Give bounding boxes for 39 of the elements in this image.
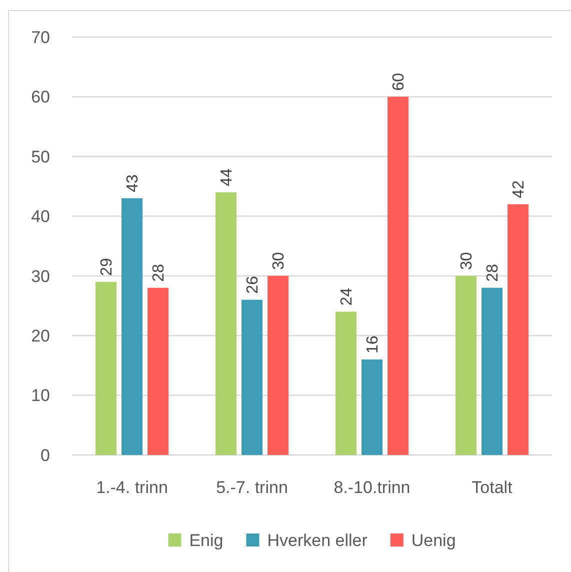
bar — [268, 276, 288, 455]
legend-label: Hverken eller — [267, 530, 368, 550]
y-tick-label: 50 — [31, 147, 50, 166]
y-tick-label: 30 — [31, 266, 50, 286]
data-label: 44 — [218, 168, 236, 186]
bar — [508, 204, 528, 455]
data-label: 60 — [390, 72, 408, 91]
x-tick-label: 8.-10.trinn — [334, 478, 410, 497]
data-label: 24 — [338, 288, 356, 306]
y-tick-label: 0 — [40, 446, 50, 465]
x-tick-label: Totalt — [472, 478, 513, 497]
bar — [242, 300, 262, 455]
x-tick-label: 5.-7. trinn — [216, 478, 288, 497]
data-label: 30 — [458, 252, 476, 270]
legend-label: Enig — [189, 530, 224, 550]
bar — [456, 276, 476, 455]
y-tick-label: 70 — [31, 28, 50, 47]
data-label: 43 — [124, 174, 142, 192]
data-label: 28 — [150, 264, 168, 282]
y-tick-label: 40 — [31, 207, 50, 226]
bar — [96, 282, 116, 455]
bar — [148, 288, 168, 455]
x-tick-label: 1.-4. trinn — [96, 478, 168, 497]
data-label: 26 — [244, 276, 262, 294]
y-tick-label: 10 — [31, 386, 50, 406]
bar — [362, 359, 382, 455]
bar — [482, 288, 502, 455]
bar — [122, 198, 142, 455]
bar — [336, 312, 356, 455]
data-label: 30 — [270, 252, 288, 270]
y-tick-label: 60 — [31, 88, 50, 107]
legend-label: Uenig — [411, 530, 456, 550]
bar — [388, 96, 408, 455]
data-label: 16 — [364, 336, 382, 354]
y-tick-label: 20 — [31, 326, 50, 346]
bar — [216, 192, 236, 455]
data-label: 42 — [510, 180, 528, 198]
data-label: 29 — [98, 258, 116, 276]
data-label: 28 — [484, 264, 502, 282]
